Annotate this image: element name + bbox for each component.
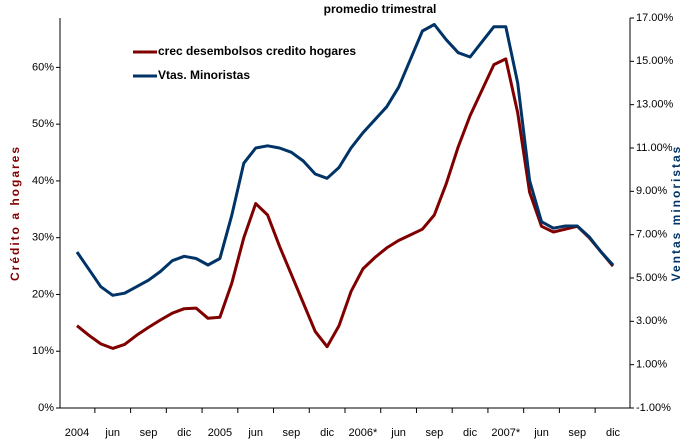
y2-tick-label: -1.00%	[636, 402, 671, 414]
y2-tick-label: 17.00%	[636, 12, 674, 24]
series-line	[76, 57, 615, 350]
y-tick-label: 10%	[32, 345, 54, 357]
x-tick-label: sep	[425, 427, 443, 439]
chart-subtitle: promedio trimestral	[324, 2, 437, 16]
y-tick-label: 0%	[38, 402, 54, 414]
x-tick-label: dic	[606, 427, 621, 439]
x-tick-label: sep	[140, 427, 158, 439]
x-tick-label: 2007*	[491, 427, 520, 439]
legend-label: crec desembolsos credito hogares	[158, 44, 356, 58]
y2-tick-label: 11.00%	[636, 142, 673, 154]
x-tick-label: 2004	[65, 427, 89, 439]
x-tick-label: dic	[320, 427, 335, 439]
y-tick-label: 60%	[32, 61, 54, 73]
y2-tick-label: 7.00%	[636, 229, 667, 241]
y2-axis-label: Ventas minoristas	[669, 145, 683, 282]
series-line	[75, 23, 615, 297]
y-tick-label: 50%	[32, 118, 54, 130]
y2-tick-label: 13.00%	[636, 99, 674, 111]
x-tick-label: jun	[247, 427, 263, 439]
y2-tick-label: 1.00%	[636, 359, 667, 371]
x-tick-label: sep	[283, 427, 301, 439]
x-tick-label: sep	[568, 427, 586, 439]
legend-label: Vtas. Minoristas	[158, 68, 250, 82]
y-tick-label: 30%	[32, 232, 54, 244]
x-tick-label: 2005	[208, 427, 232, 439]
x-tick-label: dic	[177, 427, 192, 439]
y-tick-label: 20%	[32, 288, 54, 300]
x-tick-label: dic	[463, 427, 478, 439]
x-tick-label: jun	[390, 427, 406, 439]
x-tick-label: 2006*	[348, 427, 377, 439]
y2-tick-label: 9.00%	[636, 185, 667, 197]
y2-tick-label: 5.00%	[636, 272, 667, 284]
y2-tick-label: 3.00%	[636, 315, 667, 327]
y-tick-label: 40%	[32, 175, 54, 187]
x-tick-label: jun	[104, 427, 120, 439]
x-tick-label: jun	[533, 427, 549, 439]
y2-tick-label: 15.00%	[636, 55, 674, 67]
y-axis-label: Crédito a hogares	[8, 145, 22, 281]
